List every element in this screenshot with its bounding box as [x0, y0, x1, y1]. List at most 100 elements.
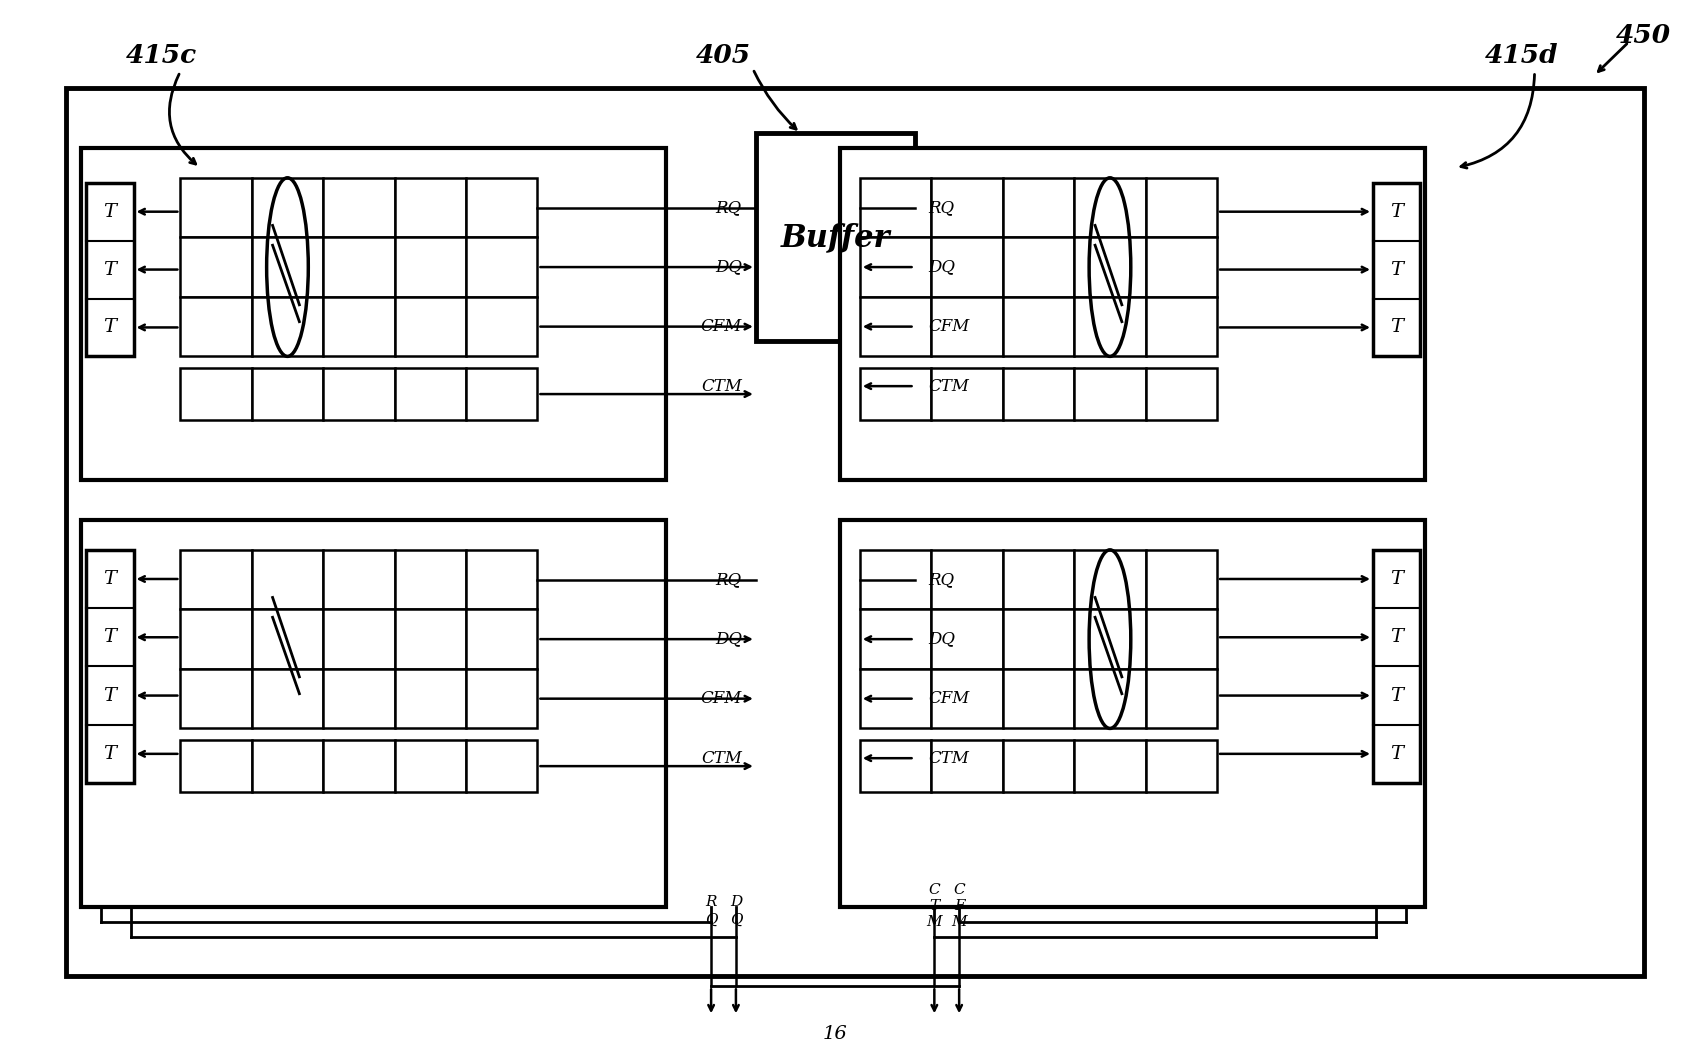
- Text: Buffer: Buffer: [780, 222, 891, 253]
- Bar: [467, 178, 538, 237]
- Bar: [1146, 237, 1218, 297]
- Bar: [181, 237, 252, 297]
- Bar: [1075, 610, 1146, 669]
- Bar: [860, 368, 932, 420]
- Bar: [1003, 237, 1075, 297]
- Bar: [860, 297, 932, 356]
- Text: T: T: [1390, 261, 1403, 279]
- Text: T: T: [1390, 202, 1403, 220]
- Bar: [181, 669, 252, 728]
- Text: 16: 16: [823, 1025, 848, 1043]
- Bar: [840, 148, 1425, 480]
- Text: 415c: 415c: [126, 43, 198, 68]
- Text: DQ: DQ: [715, 631, 743, 648]
- Text: DQ: DQ: [715, 259, 743, 276]
- Bar: [467, 610, 538, 669]
- Text: T: T: [1390, 629, 1403, 647]
- Bar: [324, 368, 395, 420]
- Bar: [467, 669, 538, 728]
- Text: CTM: CTM: [702, 749, 743, 766]
- Text: RQ: RQ: [928, 571, 954, 588]
- Bar: [395, 178, 467, 237]
- Bar: [324, 237, 395, 297]
- Bar: [87, 182, 135, 356]
- Text: F: F: [954, 899, 964, 913]
- Bar: [395, 237, 467, 297]
- Bar: [252, 237, 324, 297]
- Bar: [1075, 368, 1146, 420]
- Text: C: C: [954, 883, 966, 897]
- Bar: [252, 368, 324, 420]
- Text: RQ: RQ: [715, 571, 743, 588]
- Bar: [395, 550, 467, 609]
- Bar: [1075, 669, 1146, 728]
- Text: CTM: CTM: [928, 749, 969, 766]
- Bar: [1075, 297, 1146, 356]
- Text: T: T: [930, 899, 940, 913]
- Text: T: T: [1390, 570, 1403, 588]
- Bar: [324, 740, 395, 792]
- Bar: [324, 550, 395, 609]
- Bar: [860, 237, 932, 297]
- Text: CFM: CFM: [928, 690, 969, 707]
- Text: RQ: RQ: [928, 199, 954, 216]
- Bar: [467, 740, 538, 792]
- Bar: [1003, 740, 1075, 792]
- Text: T: T: [104, 570, 116, 588]
- Bar: [181, 610, 252, 669]
- Bar: [932, 368, 1003, 420]
- Bar: [1146, 550, 1218, 609]
- Bar: [181, 550, 252, 609]
- Bar: [181, 368, 252, 420]
- Bar: [252, 669, 324, 728]
- Bar: [1003, 550, 1075, 609]
- Bar: [1146, 368, 1218, 420]
- Bar: [1146, 178, 1218, 237]
- Bar: [1146, 297, 1218, 356]
- Bar: [324, 610, 395, 669]
- Text: C: C: [928, 883, 940, 897]
- Text: R: R: [705, 895, 717, 909]
- Bar: [860, 610, 932, 669]
- Bar: [932, 550, 1003, 609]
- Bar: [467, 237, 538, 297]
- Bar: [1373, 182, 1420, 356]
- Bar: [252, 740, 324, 792]
- Text: CTM: CTM: [702, 377, 743, 394]
- Text: Q: Q: [705, 913, 717, 926]
- Bar: [181, 740, 252, 792]
- Bar: [66, 88, 1643, 976]
- Text: CFM: CFM: [700, 318, 743, 335]
- Bar: [395, 610, 467, 669]
- Text: M: M: [952, 915, 967, 929]
- Bar: [840, 520, 1425, 907]
- Text: CTM: CTM: [928, 377, 969, 394]
- Text: T: T: [104, 629, 116, 647]
- Bar: [324, 178, 395, 237]
- Text: 405: 405: [697, 43, 751, 68]
- Text: T: T: [104, 318, 116, 336]
- Text: RQ: RQ: [715, 199, 743, 216]
- Text: T: T: [104, 687, 116, 705]
- Bar: [1003, 297, 1075, 356]
- Bar: [1075, 178, 1146, 237]
- Text: T: T: [104, 745, 116, 763]
- Bar: [1146, 740, 1218, 792]
- Text: D: D: [731, 895, 743, 909]
- Text: M: M: [926, 915, 942, 929]
- Bar: [1003, 610, 1075, 669]
- Bar: [1075, 740, 1146, 792]
- Bar: [252, 297, 324, 356]
- Text: Q: Q: [729, 913, 743, 926]
- Text: DQ: DQ: [928, 631, 955, 648]
- Bar: [82, 520, 666, 907]
- Text: DQ: DQ: [928, 259, 955, 276]
- Text: CFM: CFM: [928, 318, 969, 335]
- Bar: [860, 740, 932, 792]
- Bar: [932, 237, 1003, 297]
- Bar: [395, 740, 467, 792]
- Bar: [756, 134, 915, 341]
- Bar: [932, 669, 1003, 728]
- Text: T: T: [104, 202, 116, 220]
- Bar: [252, 178, 324, 237]
